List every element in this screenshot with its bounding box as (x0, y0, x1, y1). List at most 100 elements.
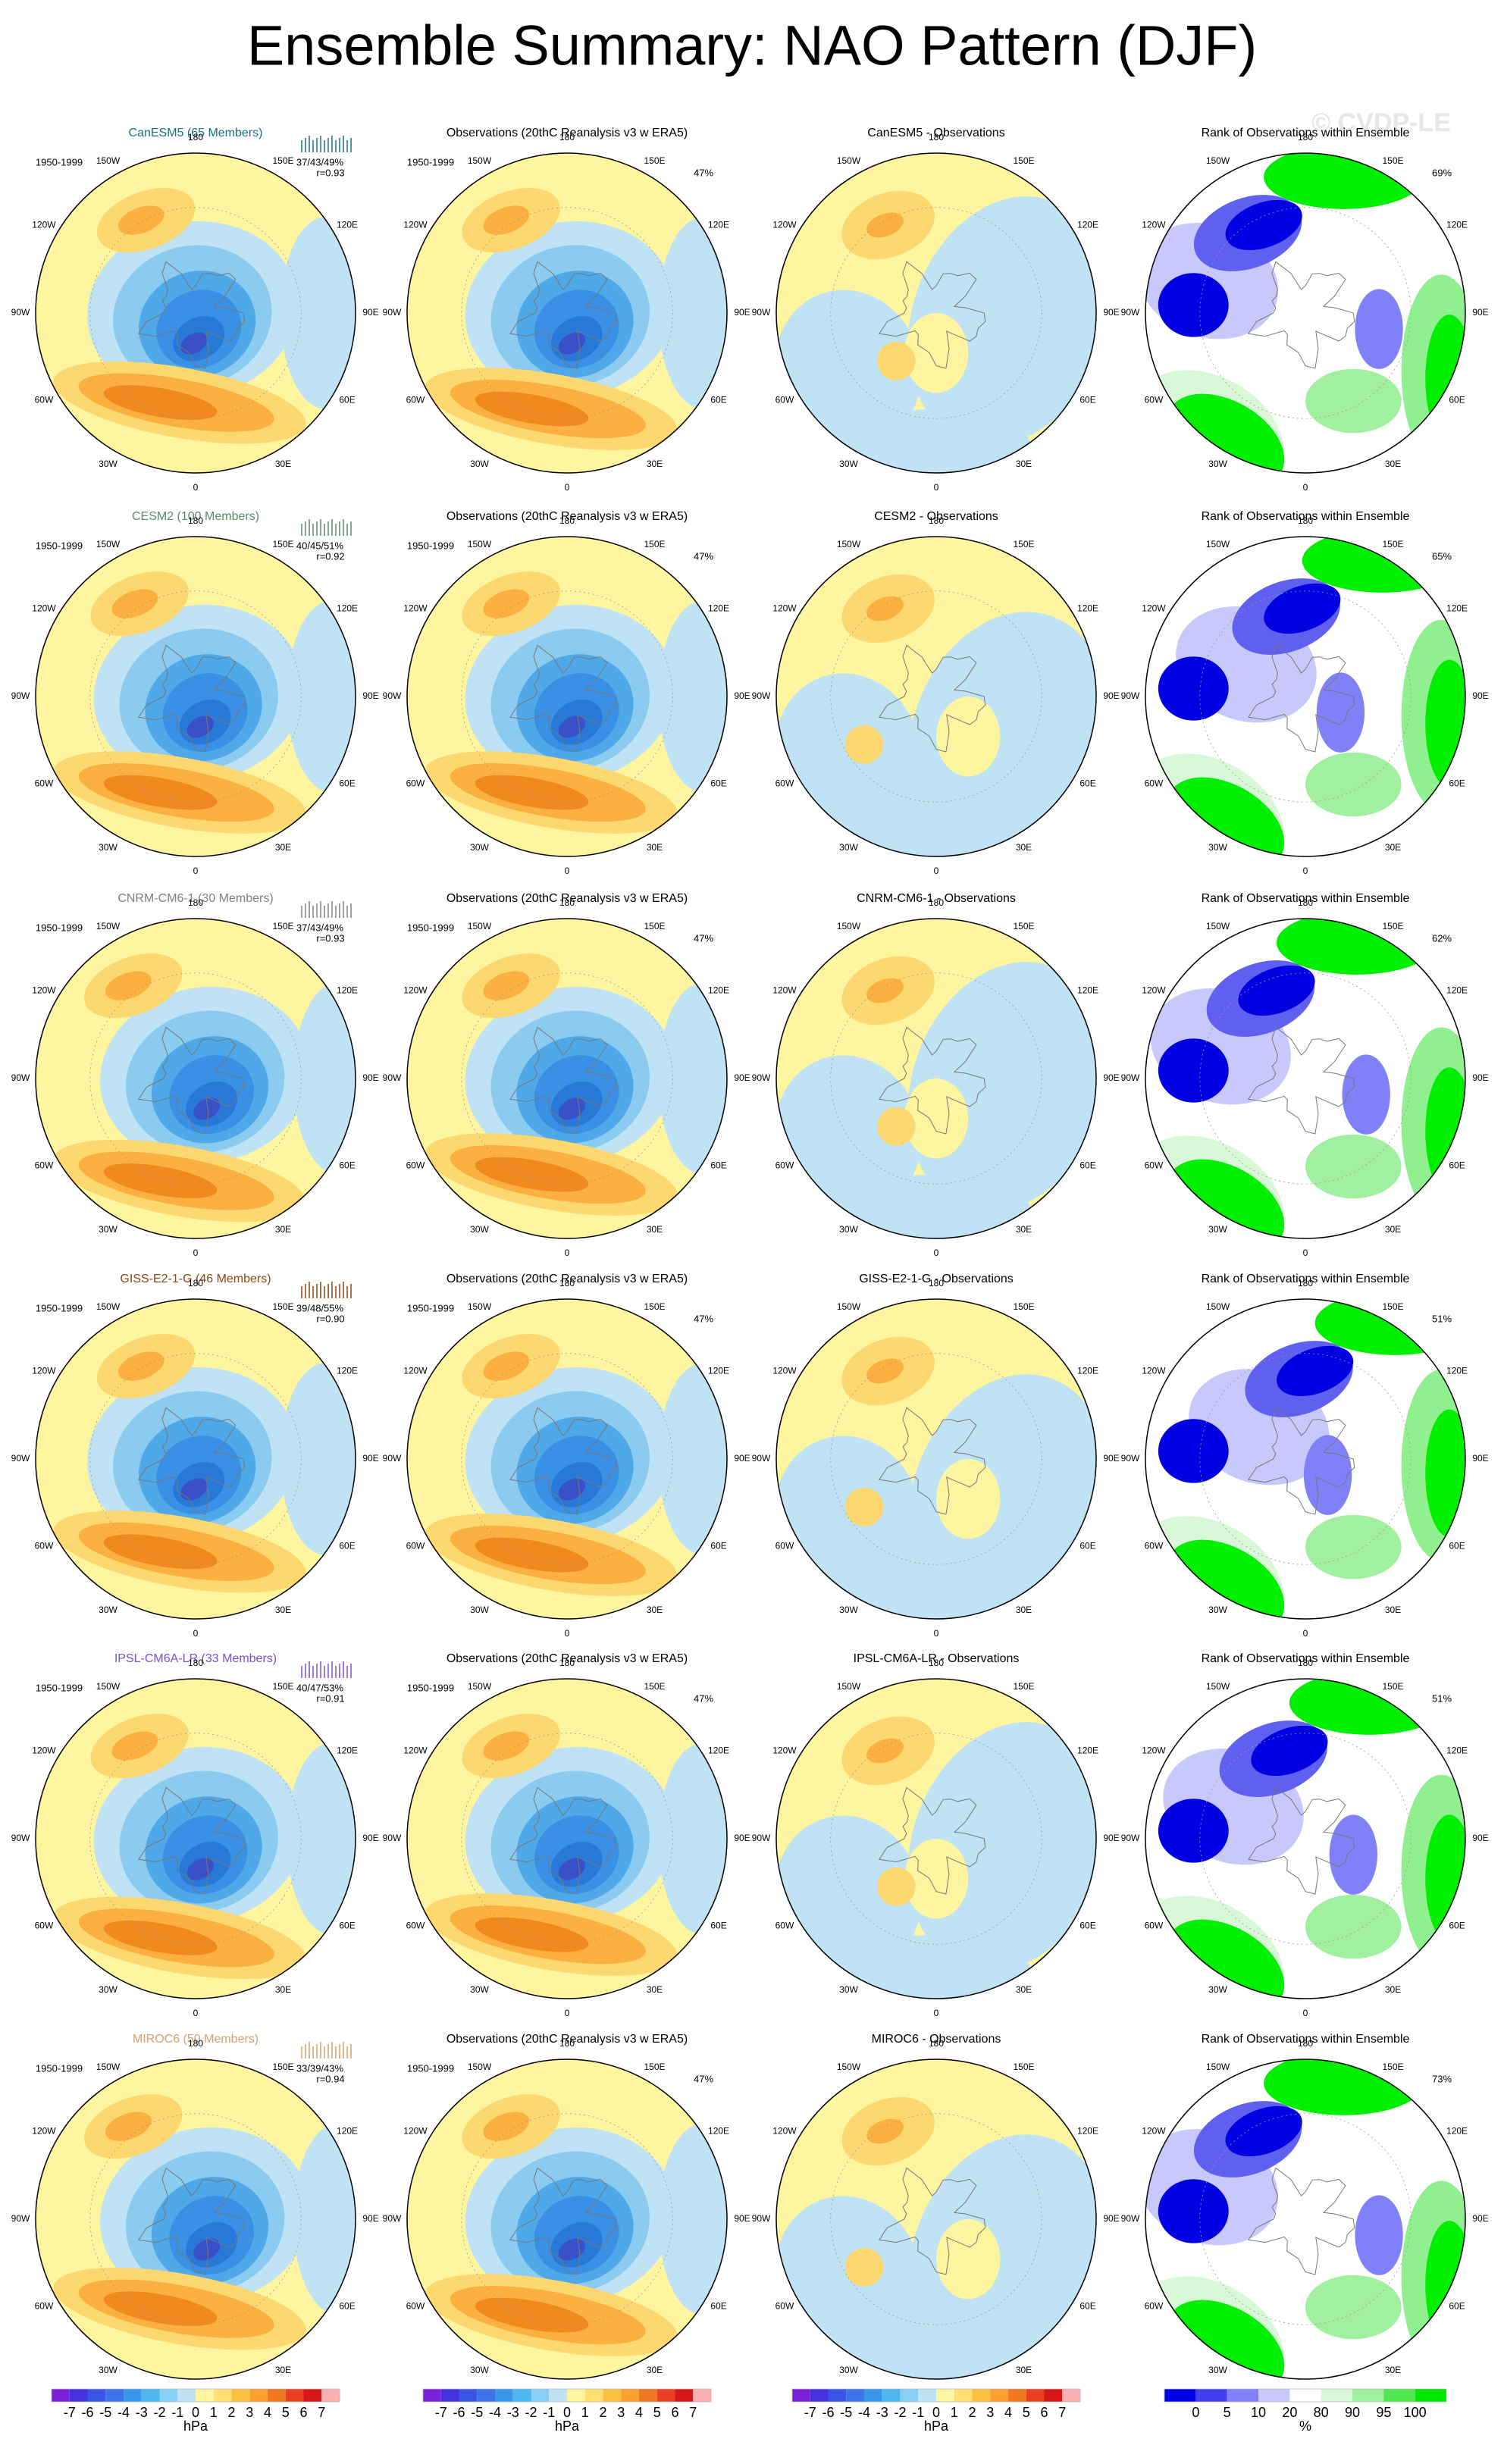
map-border (406, 1678, 728, 1999)
map-border (776, 1678, 1097, 1999)
longitude-label: 150W (837, 155, 861, 166)
map (1145, 919, 1465, 1238)
colorbar-box (882, 2389, 901, 2402)
longitude-label: 120E (1446, 2126, 1468, 2137)
longitude-label: 90E (1472, 1072, 1488, 1083)
longitude-label: 150W (468, 1301, 492, 1312)
longitude-label: 60W (776, 1921, 794, 1931)
longitude-label: 180 (1298, 132, 1313, 142)
map-border (35, 918, 356, 1239)
obs-percent: 47% (694, 932, 713, 944)
contour-region (776, 290, 922, 449)
contour-region (293, 2123, 356, 2315)
longitude-label: 30W (839, 842, 858, 853)
latitude-circle (830, 2113, 1042, 2325)
longitude-label: 180 (1298, 1658, 1313, 1668)
longitude-label: 30W (99, 1984, 118, 1995)
longitude-label: 60E (339, 778, 355, 789)
latitude-circle (1199, 590, 1412, 803)
longitude-label: 90W (752, 1453, 771, 1464)
longitude-label: 90W (1121, 1453, 1140, 1464)
contour-region (1305, 1894, 1402, 1959)
map-border (406, 536, 728, 857)
colorbar-label: 3 (246, 2405, 253, 2420)
longitude-label: 120E (708, 2126, 729, 2137)
longitude-label: 30W (839, 1984, 858, 1995)
colorbar-unit: hPa (924, 2419, 949, 2434)
colorbar-label: -7 (804, 2405, 816, 2420)
rank-percent: 62% (1432, 932, 1452, 944)
contour-region (105, 2112, 152, 2141)
map-border (406, 152, 728, 474)
longitude-label: 150W (837, 539, 861, 549)
longitude-label: 90W (11, 690, 30, 701)
map (36, 1679, 356, 1999)
longitude-label: 30E (647, 1984, 663, 1995)
longitude-label: 90W (752, 307, 771, 318)
longitude-label: 90W (383, 1453, 402, 1464)
longitude-label: 0 (193, 866, 199, 876)
contour-region (844, 725, 884, 764)
longitude-label: 120W (1142, 603, 1166, 614)
longitude-label: 60E (1449, 1921, 1465, 1931)
latitude-circle (89, 1733, 302, 1945)
colorbar-box (900, 2389, 919, 2402)
longitude-label: 150E (1013, 1681, 1034, 1692)
contour-region (866, 596, 904, 621)
colorbar-label: 5 (1023, 2405, 1030, 2420)
longitude-label: 60E (1079, 2301, 1095, 2312)
correlation: r=0.91 (316, 1692, 344, 1704)
contour-region (840, 2315, 1032, 2379)
longitude-label: 60E (710, 2301, 726, 2312)
coastline (138, 261, 246, 369)
longitude-label: 60E (1079, 778, 1095, 789)
longitude-label: 30E (275, 1984, 291, 1995)
longitude-label: 180 (559, 515, 575, 526)
longitude-label: 180 (559, 132, 575, 142)
colorbar-box (1195, 2389, 1227, 2402)
longitude-label: 90W (383, 1072, 402, 1083)
contour-region (936, 697, 1001, 777)
longitude-label: 90W (1121, 1072, 1140, 1083)
map-border (1145, 1298, 1466, 1620)
longitude-label: 60E (1079, 1921, 1095, 1931)
rank-title: Rank of Observations within Ensemble (1202, 2033, 1410, 2046)
longitude-label: 150E (272, 1681, 293, 1692)
contour-region (907, 196, 1096, 446)
longitude-label: 30E (1016, 459, 1032, 469)
longitude-label: 30E (647, 842, 663, 853)
latitude-circle (1199, 972, 1412, 1185)
longitude-label: 120W (1142, 1366, 1166, 1376)
colorbar-label: -1 (171, 2405, 183, 2420)
colorbar-box (1026, 2389, 1045, 2402)
contour-region (1277, 919, 1437, 975)
longitude-label: 30W (470, 1224, 489, 1235)
colorbar-box (141, 2389, 160, 2402)
longitude-label: 120W (403, 985, 428, 996)
rank-title: Rank of Observations within Ensemble (1202, 127, 1410, 139)
colorbar-box (1383, 2389, 1415, 2402)
longitude-label: 120E (1077, 985, 1098, 996)
longitude-label: 120W (32, 1366, 56, 1376)
longitude-label: 60E (339, 2301, 355, 2312)
longitude-label: 120W (403, 603, 428, 614)
longitude-label: 30W (99, 459, 118, 469)
longitude-label: 90E (1103, 1833, 1119, 1843)
longitude-label: 30E (1016, 1984, 1032, 1995)
contour-region (866, 2118, 904, 2144)
longitude-label: 120E (708, 1366, 729, 1376)
contour-region (1158, 1419, 1229, 1483)
contour-region (840, 409, 1032, 473)
colorbar-unit: hPa (183, 2419, 208, 2434)
contour-region (180, 1478, 208, 1501)
colorbar-box (105, 2389, 124, 2402)
longitude-label: 0 (1303, 2008, 1308, 2018)
contour-region (483, 2112, 530, 2141)
longitude-label: 90W (11, 1453, 30, 1464)
contour-region (475, 775, 589, 810)
colorbar-label: 20 (1282, 2405, 1297, 2420)
period: 1950-1999 (36, 1682, 83, 1693)
contour-region (844, 1487, 884, 1526)
longitude-label: 180 (559, 1658, 575, 1668)
